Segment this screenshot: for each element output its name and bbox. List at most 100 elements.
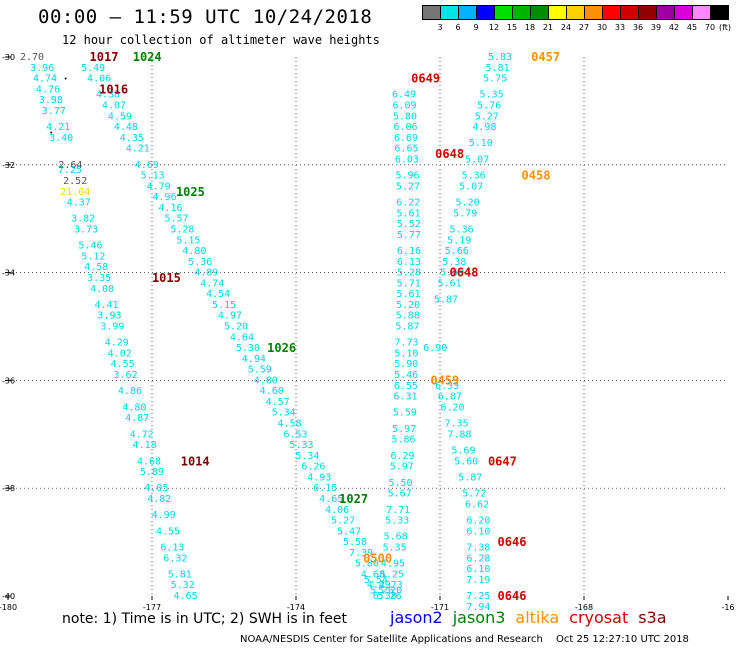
track-c-value: 5.52 (397, 219, 421, 230)
track-c-value: 5.61 (396, 289, 420, 300)
legend-label: 24 (560, 23, 572, 32)
pass-time-tag: 0457 (531, 50, 560, 64)
track-c-value: 5.97 (390, 462, 414, 473)
track-b-value: 4.96 (153, 192, 177, 203)
legend-label: 39 (650, 23, 662, 32)
track-b-value: 6.53 (283, 429, 307, 440)
track-b-value: 5.27 (331, 516, 355, 527)
track-d-value: 5.10 (469, 138, 493, 149)
pass-time-tag: 0648 (435, 147, 464, 161)
track-c-value: 5.20 (378, 586, 402, 597)
color-legend: 3 6 9 12 15 18 21 24 27 30 33 36 39 42 45 70 (ft) (422, 5, 731, 33)
track-d-value: 5.83 (488, 52, 512, 63)
track-b-value: 4.29 (367, 580, 391, 591)
track-d-value: 5.35 (480, 90, 504, 101)
track-d-value: 6.28 (466, 553, 490, 564)
track-c-value: 6.49 (392, 90, 416, 101)
track-b-value: 5.59 (248, 365, 272, 376)
track-b-value: 4.06 (87, 74, 111, 85)
track-b-value: 5.20 (224, 322, 248, 333)
track-a-value: 6.13 (160, 542, 184, 553)
track-c-value: 5.20 (396, 300, 420, 311)
track-d-value: 5.72 (462, 489, 486, 500)
track-b-value: 4.21 (126, 144, 150, 155)
track-d-value: 5.69 (451, 445, 475, 456)
track-a-value: 3.98 (39, 95, 63, 106)
track-c-value: 5.26 (378, 591, 402, 602)
pass-time-tag: 0649 (411, 72, 440, 86)
track-a-value: 4.37 (67, 198, 91, 209)
track-c-value: 5.77 (397, 230, 421, 241)
track-b-value: 4.65 (319, 494, 343, 505)
track-c-value: 5.87 (395, 322, 419, 333)
track-a-value: 4.99 (152, 510, 176, 521)
lat-tick-label: -36 (2, 376, 15, 385)
yellow-obs-value: 21.04 (60, 187, 90, 198)
pass-time-tag: 0647 (488, 454, 517, 468)
footer-note: note: 1) Time is in UTC; 2) SWH is in fe… (62, 611, 348, 627)
track-d-value: 5.66 (445, 246, 469, 257)
track-c-value: 5.25 (380, 569, 404, 580)
legend-label: 18 (524, 23, 536, 32)
track-b-value: 5.57 (164, 214, 188, 225)
satellite-label-altika: altika (515, 608, 560, 627)
track-b-value: 6.15 (313, 483, 337, 494)
track-a-value: 4.41 (94, 300, 118, 311)
track-a-value: 5.81 (168, 569, 192, 580)
satellite-label-jason2: jason2 (390, 608, 443, 627)
track-c-value: 5.35 (383, 542, 407, 553)
track-d-value: 6.10 (466, 526, 490, 537)
gray-obs-value: 2.64 (58, 160, 82, 171)
legend-swatch (710, 5, 729, 20)
track-b-value: 4.59 (108, 111, 132, 122)
track-c-value: 5.80 (393, 111, 417, 122)
track-a-value: 4.58 (84, 262, 108, 273)
track-c-value: 5.50 (388, 478, 412, 489)
track-b-value: 5.13 (141, 171, 165, 182)
pass-time-tag: 0646 (498, 535, 527, 549)
track-d-value: 7.88 (447, 429, 471, 440)
track-c-value: 5.96 (395, 171, 419, 182)
pass-time-tag: 1015 (152, 271, 181, 285)
gray-obs-value: 2.70 (20, 52, 44, 63)
track-d-value: 7.25 (466, 591, 490, 602)
lat-tick-label: -34 (2, 269, 15, 278)
track-c-value: 5.71 (397, 278, 421, 289)
track-a-value: 4.74 (33, 74, 57, 85)
track-a-value: 3.77 (42, 106, 66, 117)
track-b-value: 4.68 (361, 569, 385, 580)
track-d-value: 6.20 (441, 402, 465, 413)
track-d-value: 5.61 (438, 278, 462, 289)
track-d-value: 5.75 (483, 74, 507, 85)
track-a-value: 6.32 (163, 553, 187, 564)
legend-label: 30 (596, 23, 608, 32)
track-d-value: 5.38 (442, 257, 466, 268)
track-a-value: 3.73 (74, 224, 98, 235)
satellite-legend: jason2 jason3 altika cryosat s3a (390, 608, 677, 627)
track-c-value: 6.09 (392, 101, 416, 112)
track-d-value: 7.35 (445, 419, 469, 430)
track-b-value: 6.26 (301, 462, 325, 473)
track-c-value: 7.71 (386, 505, 410, 516)
track-b-value: 4.58 (278, 419, 302, 430)
track-b-value: 5.30 (236, 343, 260, 354)
track-b-value: 5.58 (343, 537, 367, 548)
track-c-value: 5.61 (397, 208, 421, 219)
lat-tick-label: -30 (2, 53, 15, 62)
track-c-value: 5.68 (384, 532, 408, 543)
track-a-value: 7.25 (58, 165, 82, 176)
track-c-value: 5.67 (388, 489, 412, 500)
lon-tick-label: -180 (0, 603, 17, 612)
legend-unit: (ft) (718, 23, 732, 32)
track-b-value: 4.79 (147, 181, 171, 192)
track-b-value: 4.16 (158, 203, 182, 214)
track-b-value: 4.74 (200, 278, 224, 289)
track-b-value: 4.48 (114, 122, 138, 133)
track-c-value: 6.06 (393, 122, 417, 133)
lon-tick-label: -171 (431, 603, 449, 612)
track-a-value: 4.18 (133, 440, 157, 451)
track-d-value: 5.36 (450, 224, 474, 235)
track-c-value: 6.03 (395, 154, 419, 165)
track-c-value: 4.95 (381, 559, 405, 570)
track-d-value: 5.27 (475, 111, 499, 122)
